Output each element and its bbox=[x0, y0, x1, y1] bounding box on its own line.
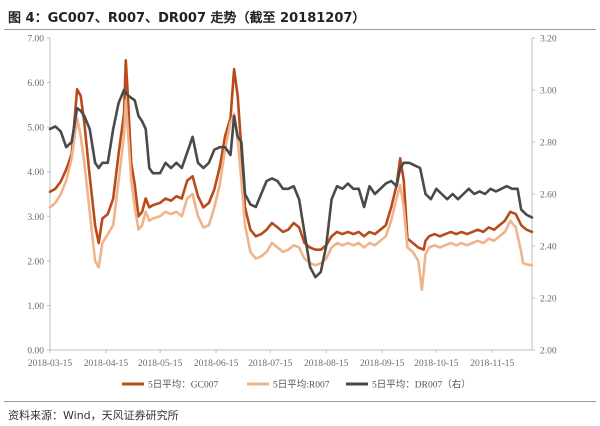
y-left-tick-label: 4.00 bbox=[27, 168, 44, 178]
chart-lines bbox=[48, 59, 534, 292]
title-divider bbox=[4, 29, 596, 30]
y-right-tick-label: 3.00 bbox=[540, 87, 557, 97]
source-note: 资料来源：Wind，天风证券研究所 bbox=[8, 409, 179, 422]
y-left-tick-label: 5.00 bbox=[27, 124, 44, 134]
y-right-tick-label: 2.20 bbox=[540, 295, 557, 305]
legend-gc007-label: 5日平均：GC007 bbox=[148, 379, 218, 391]
figure-title: 图 4：GC007、R007、DR007 走势（截至 20181207） bbox=[8, 11, 366, 26]
y-left-tick-label: 1.00 bbox=[27, 302, 44, 312]
x-tick-label: 2018-06-15 bbox=[194, 359, 239, 369]
y-left-tick-label: 7.00 bbox=[27, 35, 44, 45]
y-left-tick-label: 0.00 bbox=[27, 347, 44, 357]
rates-line-chart: 0.00 1.00 2.00 3.00 4.00 5.00 6.00 7.00 2.00 2.20… bbox=[27, 35, 557, 391]
x-tick-label: 2018-10-15 bbox=[414, 359, 459, 369]
chart-axes bbox=[49, 38, 533, 351]
y-left-tick-label: 2.00 bbox=[27, 257, 44, 267]
y-right-tick-label: 3.20 bbox=[540, 35, 557, 45]
chart-legend: 5日平均：GC007 5日平均:R007 5日平均：DR007（右） bbox=[122, 379, 471, 391]
y-right-tick-label: 2.00 bbox=[540, 347, 557, 357]
y-left-tick-label: 6.00 bbox=[27, 79, 44, 89]
r007-line bbox=[48, 99, 534, 292]
x-tick-label: 2018-04-15 bbox=[84, 359, 129, 369]
y-right-tick-label: 2.40 bbox=[540, 243, 557, 253]
chart-ticks: 0.00 1.00 2.00 3.00 4.00 5.00 6.00 7.00 2.00 2.20… bbox=[27, 35, 557, 370]
x-tick-label: 2018-05-15 bbox=[138, 359, 183, 369]
x-tick-label: 2018-07-15 bbox=[248, 359, 293, 369]
dr007-line bbox=[48, 88, 534, 279]
legend-r007-label: 5日平均:R007 bbox=[273, 379, 330, 391]
source-divider bbox=[4, 401, 596, 402]
legend-dr007-label: 5日平均：DR007（右） bbox=[372, 379, 471, 391]
y-right-tick-label: 2.60 bbox=[540, 191, 557, 201]
x-tick-label: 2018-08-15 bbox=[304, 359, 349, 369]
gc007-line bbox=[48, 59, 534, 251]
x-tick-label: 2018-09-15 bbox=[360, 359, 405, 369]
y-left-tick-label: 3.00 bbox=[27, 213, 44, 223]
y-right-tick-label: 2.80 bbox=[540, 139, 557, 149]
x-tick-label: 2018-03-15 bbox=[28, 359, 73, 369]
x-tick-label: 2018-11-15 bbox=[470, 359, 514, 369]
